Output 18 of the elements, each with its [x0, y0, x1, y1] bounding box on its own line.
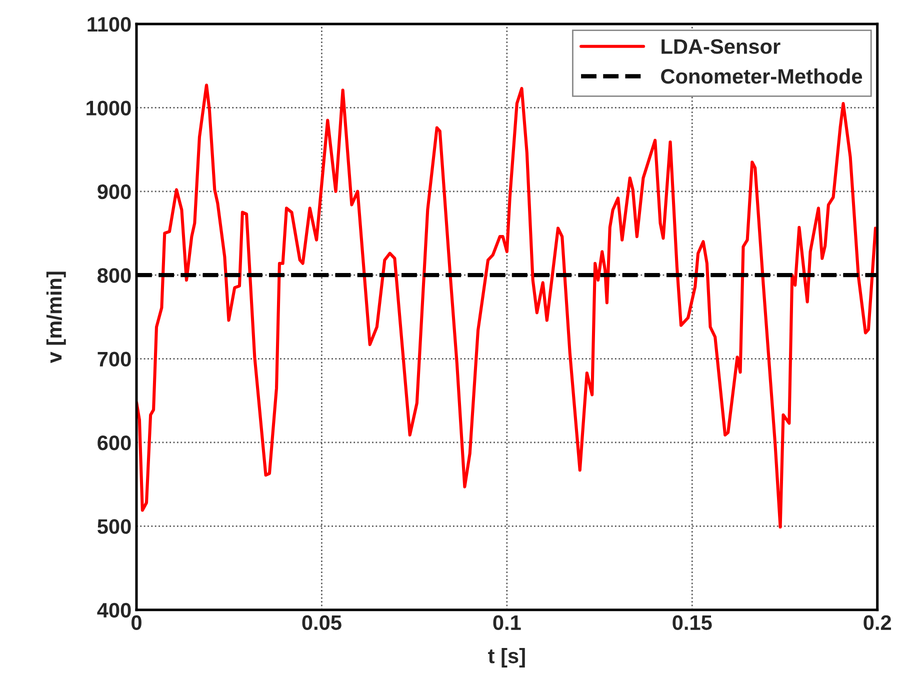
- x-tick-label: 0.05: [302, 615, 342, 630]
- y-tick-label: 900: [98, 184, 131, 200]
- line-series: [136, 84, 878, 529]
- x-tick-label: 0: [132, 615, 142, 630]
- y-tick-label: 1100: [88, 17, 131, 32]
- legend-label: Conometer-Methode: [661, 68, 862, 84]
- x-tick-label: 0.15: [672, 615, 712, 630]
- y-tick-label: 800: [98, 268, 131, 283]
- y-tick-label: 500: [98, 519, 131, 534]
- y-tick-label: 700: [98, 352, 131, 367]
- y-tick-label: 600: [98, 435, 131, 450]
- y-tick-label: 1000: [86, 100, 131, 116]
- legend-label: LDA-Sensor: [662, 39, 780, 54]
- y-tick-label: 400: [97, 602, 131, 618]
- y-axis-title: v [m/min]: [46, 272, 66, 364]
- x-tick-label: 0.1: [493, 615, 521, 630]
- x-axis-title: t [s]: [488, 648, 525, 668]
- x-tick-label: 0.2: [864, 615, 891, 630]
